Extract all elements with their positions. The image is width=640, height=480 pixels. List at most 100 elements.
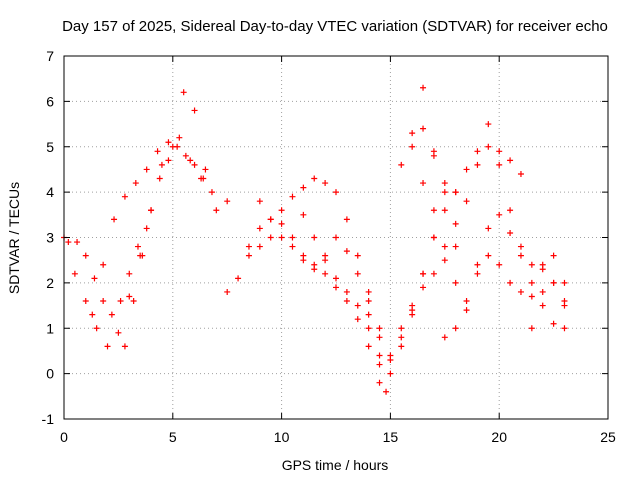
data-point [322, 257, 329, 264]
data-point [441, 243, 448, 250]
data-point [474, 270, 481, 277]
data-point [452, 279, 459, 286]
data-point [278, 234, 285, 241]
data-point [121, 193, 128, 200]
data-point [376, 352, 383, 359]
data-point [289, 243, 296, 250]
data-point [202, 166, 209, 173]
y-tick-label: 1 [46, 320, 54, 336]
data-point [143, 166, 150, 173]
data-point [322, 180, 329, 187]
data-point [409, 302, 416, 309]
data-point [354, 270, 361, 277]
data-point [528, 293, 535, 300]
data-point [376, 334, 383, 341]
data-point [208, 189, 215, 196]
data-point [191, 161, 198, 168]
data-point [256, 198, 263, 205]
data-point [224, 288, 231, 295]
data-point [333, 275, 339, 282]
data-point [539, 266, 546, 273]
data-point [452, 325, 459, 332]
data-point [420, 270, 427, 277]
data-point [463, 166, 470, 173]
data-point [485, 121, 492, 128]
y-tick-label: 4 [46, 184, 54, 200]
data-point [165, 139, 172, 146]
chart-title: Day 157 of 2025, Sidereal Day-to-day VTE… [62, 18, 608, 35]
data-point [452, 189, 459, 196]
data-point [343, 248, 350, 255]
data-point [441, 189, 448, 196]
data-point [139, 252, 146, 259]
data-point [74, 239, 81, 246]
y-tick-label: 3 [46, 230, 54, 246]
data-point [441, 180, 448, 187]
data-point [430, 152, 437, 159]
data-point [91, 275, 98, 282]
data-point [441, 334, 448, 341]
data-point [256, 243, 263, 250]
data-point [343, 288, 350, 295]
data-point [485, 143, 492, 150]
data-point [354, 252, 361, 259]
x-tick-label: 5 [169, 429, 177, 445]
x-tick-label: 10 [274, 429, 290, 445]
data-point [376, 361, 383, 368]
data-point [100, 261, 107, 268]
data-point [496, 261, 503, 268]
data-point [387, 370, 394, 377]
data-point [130, 298, 137, 305]
data-point [387, 352, 394, 359]
data-point [322, 270, 329, 277]
data-point [420, 180, 427, 187]
x-tick-label: 15 [383, 429, 399, 445]
data-point [267, 234, 274, 241]
data-point [463, 298, 470, 305]
data-point [365, 311, 372, 318]
data-point [111, 216, 118, 223]
data-point [485, 252, 492, 259]
data-point [383, 388, 390, 395]
y-tick-label: 0 [46, 366, 54, 382]
data-point [474, 148, 481, 155]
data-point [121, 343, 128, 350]
data-point [550, 252, 557, 259]
data-point [311, 175, 318, 182]
data-point [507, 279, 514, 286]
data-point [82, 298, 89, 305]
axis-ticks: 0 5 10 15 20 25 -1 0 1 2 3 4 5 6 7 [42, 48, 616, 445]
data-point [409, 143, 416, 150]
data-point [420, 84, 427, 91]
data-point [474, 161, 481, 168]
data-point [245, 243, 252, 250]
data-point [115, 329, 122, 336]
data-point [528, 261, 535, 268]
data-point [539, 288, 546, 295]
data-point [441, 257, 448, 264]
y-tick-label: -1 [42, 411, 55, 427]
data-point [561, 279, 568, 286]
data-point [93, 325, 100, 332]
data-point [100, 298, 107, 305]
data-point [108, 311, 115, 318]
data-point [430, 270, 437, 277]
data-point [354, 302, 361, 309]
data-point [126, 270, 133, 277]
data-point [333, 189, 339, 196]
data-point [517, 252, 524, 259]
data-point [539, 302, 546, 309]
data-point [158, 161, 165, 168]
data-point [343, 216, 350, 223]
data-point [463, 307, 470, 314]
data-point [398, 334, 405, 341]
y-tick-label: 7 [46, 48, 54, 64]
data-point [409, 311, 416, 318]
data-point [463, 198, 470, 205]
y-tick-label: 2 [46, 275, 54, 291]
x-tick-label: 25 [600, 429, 616, 445]
data-point [191, 107, 198, 114]
data-point [300, 211, 307, 218]
data-point [180, 89, 187, 96]
